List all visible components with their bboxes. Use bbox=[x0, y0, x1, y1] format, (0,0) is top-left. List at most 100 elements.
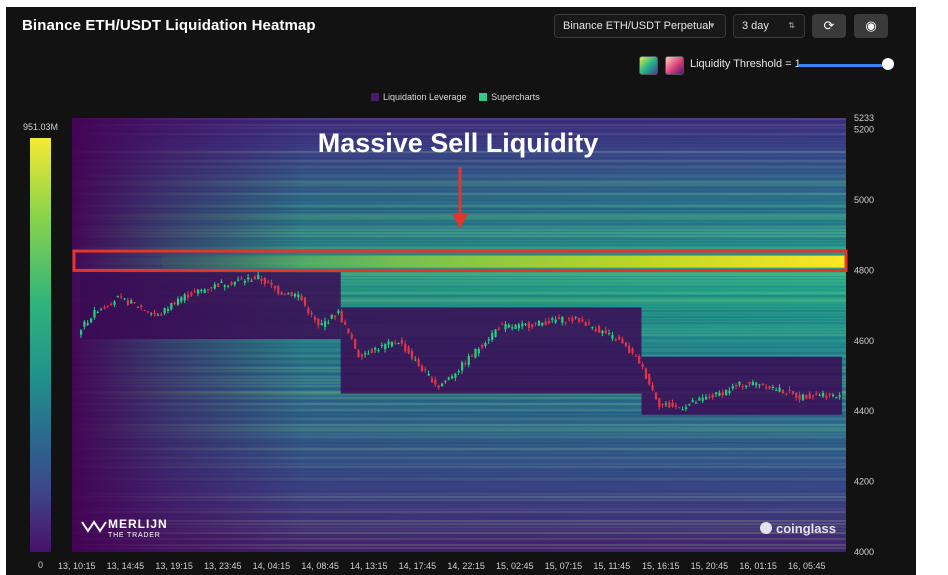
candle-body bbox=[761, 383, 764, 385]
candle-body bbox=[514, 325, 517, 330]
candle-body bbox=[317, 318, 320, 326]
candle-body bbox=[484, 343, 487, 346]
candle-body bbox=[444, 380, 447, 382]
candle-body bbox=[110, 304, 113, 306]
legend-item-supercharts[interactable]: Supercharts bbox=[479, 92, 540, 102]
candle-body bbox=[785, 393, 788, 395]
time-range-select[interactable]: 3 day ⇅ bbox=[733, 14, 805, 38]
screenshot-button[interactable]: ◉ bbox=[854, 14, 888, 38]
refresh-button[interactable]: ⟳ bbox=[812, 14, 846, 38]
candle-body bbox=[227, 285, 230, 287]
candle-body bbox=[130, 300, 133, 304]
candle-body bbox=[220, 281, 223, 283]
candle-body bbox=[487, 339, 490, 341]
candle-body bbox=[176, 298, 180, 305]
candle-body bbox=[621, 339, 624, 344]
candle-body bbox=[357, 350, 360, 357]
candle-body bbox=[658, 398, 661, 407]
candle-body bbox=[751, 381, 754, 386]
merlijn-logo: MERLIJN THE TRADER bbox=[81, 517, 168, 539]
candle-body bbox=[594, 329, 597, 332]
candle-body bbox=[731, 386, 734, 389]
candle-body bbox=[504, 324, 507, 330]
candle-body bbox=[344, 322, 347, 325]
x-tick-label: 13, 19:15 bbox=[155, 561, 193, 571]
candle-body bbox=[708, 396, 711, 398]
annotation-arrowhead bbox=[452, 213, 468, 229]
candle-body bbox=[253, 276, 256, 280]
candle-body bbox=[260, 278, 263, 281]
candle-body bbox=[217, 283, 220, 288]
x-tick-label: 15, 16:15 bbox=[642, 561, 680, 571]
candle-body bbox=[601, 330, 604, 334]
candle-body bbox=[454, 373, 457, 378]
candle-body bbox=[427, 373, 430, 376]
candle-body bbox=[574, 316, 577, 318]
candle-body bbox=[387, 341, 390, 345]
exchange-select[interactable]: Binance ETH/USDT Perpetual ▼ bbox=[554, 14, 726, 38]
y-tick-label: 5000 bbox=[854, 195, 874, 205]
candle-body bbox=[196, 289, 200, 294]
candle-body bbox=[330, 314, 333, 319]
y-tick-label: 4200 bbox=[854, 477, 874, 487]
svg-text:THE TRADER: THE TRADER bbox=[108, 532, 161, 539]
legend-item-liquidation-leverage[interactable]: Liquidation Leverage bbox=[371, 92, 467, 102]
candle-body bbox=[517, 324, 521, 329]
candle-body bbox=[557, 317, 561, 320]
svg-text:coinglass: coinglass bbox=[776, 521, 836, 536]
palette-viridis-swatch[interactable] bbox=[639, 56, 658, 75]
x-tick-label: 15, 07:15 bbox=[545, 561, 583, 571]
candle-body bbox=[561, 316, 564, 323]
candle-body bbox=[671, 402, 674, 407]
threshold-slider-handle[interactable] bbox=[882, 58, 894, 70]
candle-body bbox=[190, 292, 193, 296]
candle-body bbox=[173, 302, 176, 305]
candle-body bbox=[434, 379, 437, 385]
candle-body bbox=[821, 393, 825, 397]
candle-body bbox=[654, 392, 658, 400]
candle-body bbox=[718, 392, 721, 396]
candle-body bbox=[771, 386, 775, 388]
candle-body bbox=[243, 280, 246, 283]
legend-swatch bbox=[479, 93, 488, 101]
candle-body bbox=[815, 393, 818, 395]
candle-body bbox=[564, 322, 567, 324]
candle-body bbox=[437, 385, 440, 388]
candle-body bbox=[481, 344, 484, 348]
candle-body bbox=[364, 353, 367, 355]
svg-text:MERLIJN: MERLIJN bbox=[108, 517, 168, 531]
candle-body bbox=[170, 302, 173, 310]
candle-body bbox=[531, 323, 534, 328]
candle-body bbox=[414, 359, 417, 361]
threshold-slider[interactable] bbox=[798, 64, 888, 67]
candle-body bbox=[497, 329, 500, 331]
candle-body bbox=[805, 394, 808, 399]
chevron-updown-icon: ⇅ bbox=[788, 21, 795, 30]
candle-body bbox=[150, 313, 153, 315]
palette-magma-swatch[interactable] bbox=[665, 56, 684, 75]
candle-body bbox=[474, 348, 477, 358]
candle-body bbox=[367, 353, 370, 355]
candle-body bbox=[651, 385, 654, 390]
candle-body bbox=[521, 323, 524, 327]
candle-body bbox=[828, 393, 831, 395]
y-tick-label: 4000 bbox=[854, 547, 874, 557]
candle-body bbox=[200, 289, 203, 292]
candle-body bbox=[788, 389, 791, 391]
candle-body bbox=[193, 291, 196, 293]
candle-body bbox=[223, 285, 226, 287]
candle-body bbox=[267, 281, 270, 283]
candle-body bbox=[801, 394, 805, 401]
candle-body bbox=[384, 344, 387, 350]
candle-body bbox=[698, 397, 701, 401]
candle-body bbox=[624, 342, 627, 347]
candle-body bbox=[467, 355, 470, 365]
candle-body bbox=[631, 348, 634, 354]
candle-body bbox=[447, 377, 450, 380]
x-tick-label: 13, 23:45 bbox=[204, 561, 242, 571]
candle-body bbox=[477, 348, 480, 354]
candle-body bbox=[721, 392, 724, 396]
x-tick-label: 15, 20:45 bbox=[691, 561, 729, 571]
candle-body bbox=[400, 339, 404, 344]
candle-body bbox=[450, 376, 454, 379]
